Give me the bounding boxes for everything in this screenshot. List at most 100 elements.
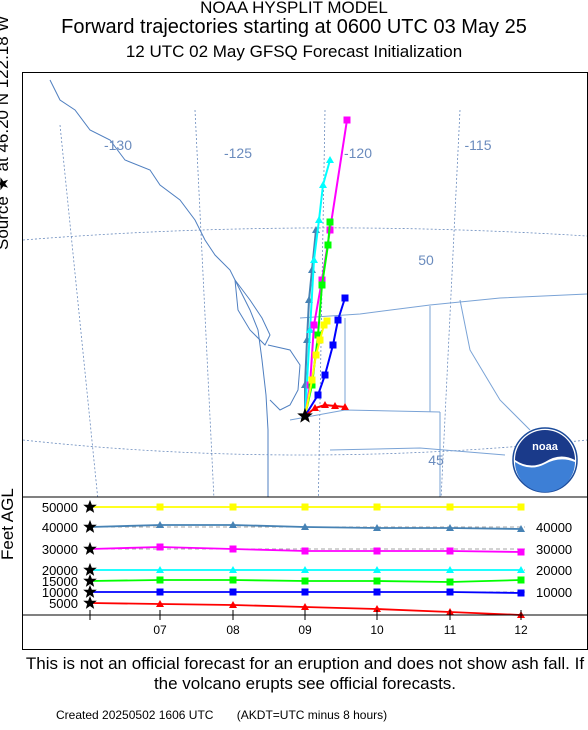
trajectory-marker (306, 326, 314, 333)
trajectory-marker (341, 294, 349, 302)
trajectory-marker (318, 281, 326, 289)
trajectory-marker (319, 181, 327, 188)
trajectory-marker (329, 341, 337, 349)
trajectory-marker (229, 601, 237, 608)
trajectory-marker (373, 547, 381, 555)
trajectory-marker (311, 404, 319, 411)
noaa-logo: noaa (512, 427, 578, 493)
y-tick-right: 40000 (536, 520, 572, 535)
y-tick-left: 30000 (42, 542, 78, 557)
source-star (83, 595, 97, 609)
trajectory-marker (446, 588, 454, 596)
logo-text: noaa (532, 441, 559, 453)
trajectory-marker (341, 403, 349, 410)
trajectory-marker (446, 578, 454, 586)
trajectory-marker (324, 241, 332, 249)
trajectory-marker (373, 503, 381, 511)
trajectory-marker (229, 503, 237, 511)
trajectory-marker (334, 316, 342, 324)
trajectory-marker (331, 402, 339, 409)
trajectory-marker (310, 321, 318, 329)
trajectory-marker (156, 588, 164, 596)
trajectory-marker (312, 351, 320, 359)
trajectory-marker (517, 576, 525, 584)
logo-water (515, 459, 575, 492)
trajectory-marker (301, 503, 309, 511)
y-tick-left: 20000 (42, 563, 78, 578)
trajectory-marker (373, 588, 381, 596)
source-star (83, 541, 97, 555)
trajectory-marker (321, 371, 329, 379)
trajectory-marker (156, 503, 164, 511)
disclaimer-text: This is not an official forecast for an … (25, 654, 585, 693)
lon-label: -125 (224, 145, 252, 161)
trajectory-marker (301, 566, 309, 573)
logo-sky (515, 430, 575, 466)
trajectory-marker (517, 525, 525, 532)
trajectory-marker (323, 317, 331, 325)
x-tick-label: 08 (226, 623, 240, 637)
trajectory-marker (310, 256, 318, 263)
meridian-line (440, 109, 461, 497)
trajectory-marker (229, 566, 237, 573)
trajectory-marker (373, 605, 381, 612)
trajectory-marker (326, 218, 334, 226)
trajectory-marker (446, 547, 454, 555)
meridian-line (59, 124, 99, 497)
source-star (83, 573, 97, 587)
source-star (83, 519, 97, 533)
trajectory-marker (517, 503, 525, 511)
trajectory-marker (446, 566, 454, 573)
trajectory-marker (517, 548, 525, 556)
island-outline (234, 278, 271, 346)
trajectory-marker (314, 391, 322, 399)
trajectory-marker (156, 600, 164, 607)
trajectory-marker (517, 589, 525, 597)
y-tick-left: 50000 (42, 500, 78, 515)
trajectory-marker (321, 401, 329, 408)
trajectory-marker (446, 503, 454, 511)
trajectory-marker (301, 577, 309, 585)
trajectory-marker (446, 524, 454, 531)
source-star (297, 407, 313, 423)
trajectory-marker (326, 156, 334, 163)
source-star (83, 499, 97, 513)
trajectory-marker (301, 603, 309, 610)
trajectory-marker (373, 577, 381, 585)
trajectory-marker (301, 588, 309, 596)
x-tick-label: 09 (298, 623, 312, 637)
x-tick-label: 11 (444, 623, 457, 637)
x-tick-label: 07 (153, 623, 167, 637)
map-content: -130 -125 -120 -115 50 45 (23, 79, 587, 497)
trajectory-marker (320, 321, 328, 329)
x-tick-label: 10 (370, 623, 384, 637)
trajectory-marker (156, 566, 164, 573)
x-tick-label: 12 (514, 623, 528, 637)
coastline (267, 344, 301, 411)
trajectory-marker (315, 216, 323, 223)
coastline (49, 79, 269, 497)
y-tick-left: 15000 (42, 574, 78, 589)
trajectory-marker (156, 521, 164, 528)
y-tick-left: 10000 (42, 585, 78, 600)
trajectory-marker (301, 523, 309, 530)
model-title: NOAA HYSPLIT MODEL (200, 0, 388, 17)
meridian-line (194, 109, 215, 497)
trajectory-marker (229, 576, 237, 584)
trajectory-marker (229, 521, 237, 528)
source-star (83, 562, 97, 576)
y-tick-left: 40000 (42, 520, 78, 535)
map-panel: -130 -125 -120 -115 50 45 noaa (23, 79, 587, 498)
trajectory-marker (308, 376, 316, 384)
source-star (83, 584, 97, 598)
lon-label: -115 (465, 137, 492, 153)
lon-label: -130 (104, 137, 132, 153)
chart-subtitle: 12 UTC 02 May GFSQ Forecast Initializati… (125, 42, 463, 61)
trajectory-marker (314, 331, 322, 339)
trajectory-marker (301, 547, 309, 555)
lon-label: -120 (344, 145, 372, 161)
trajectory-marker (229, 588, 237, 596)
parallel-line (23, 439, 587, 456)
trajectory-marker (156, 576, 164, 584)
